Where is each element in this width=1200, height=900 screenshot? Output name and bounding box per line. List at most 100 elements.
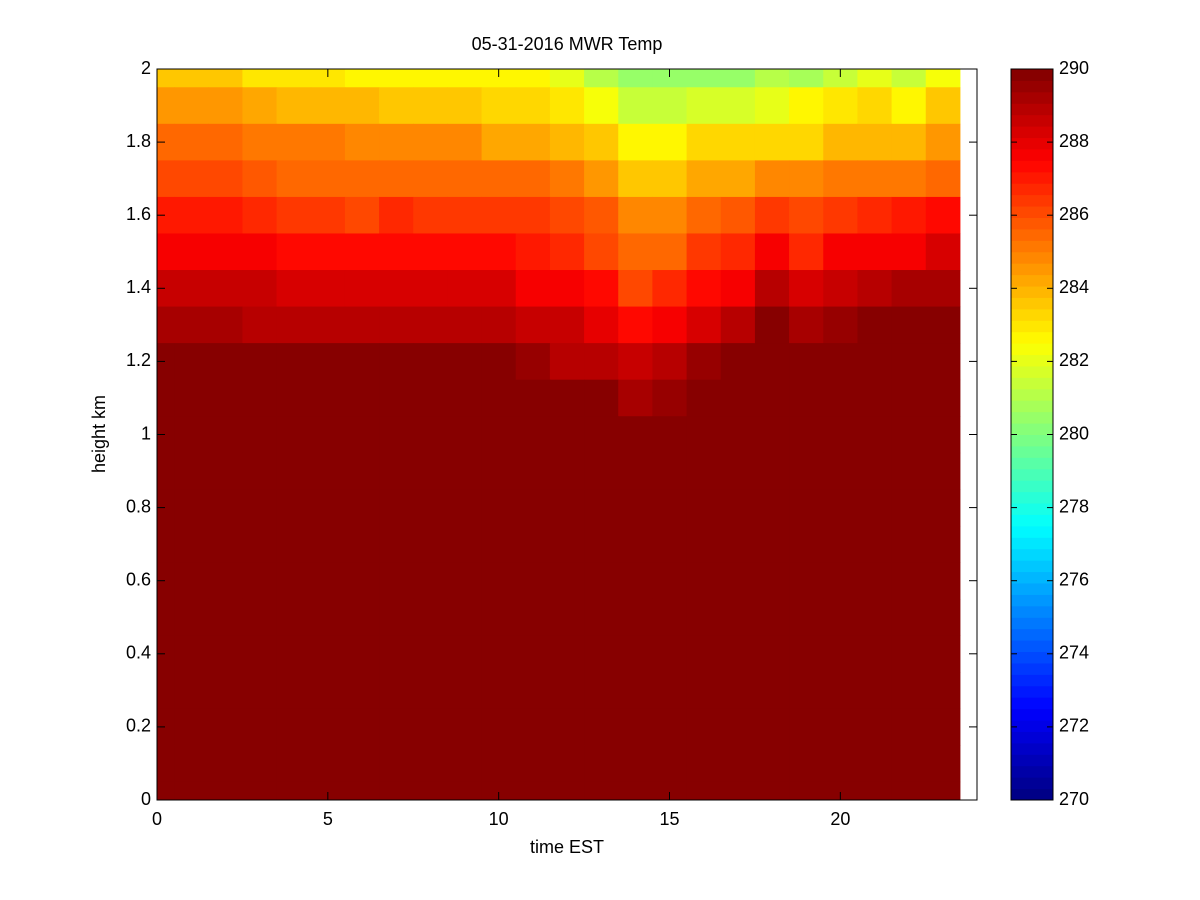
heat-cell bbox=[891, 672, 927, 710]
heat-cell bbox=[584, 672, 619, 710]
heat-cell bbox=[242, 123, 278, 161]
heat-cell bbox=[925, 343, 961, 381]
heat-cell bbox=[754, 781, 790, 801]
heat-cell bbox=[549, 635, 585, 673]
heat-cell bbox=[515, 69, 551, 88]
heat-cell bbox=[686, 635, 722, 673]
heat-cell bbox=[413, 343, 448, 381]
heat-cell bbox=[208, 306, 243, 344]
colorbar-band bbox=[1011, 777, 1053, 790]
y-tick-label: 2 bbox=[141, 58, 151, 78]
colorbar-band bbox=[1011, 148, 1053, 161]
heat-cell bbox=[379, 781, 414, 801]
heat-cell bbox=[754, 270, 790, 308]
heat-cell bbox=[584, 635, 619, 673]
colorbar-tick-label: 284 bbox=[1059, 277, 1089, 297]
heat-cell bbox=[720, 270, 756, 308]
heat-cell bbox=[549, 123, 585, 161]
heat-cell bbox=[549, 525, 585, 563]
heat-cell bbox=[549, 562, 585, 600]
colorbar-band bbox=[1011, 400, 1053, 413]
heat-cell bbox=[754, 87, 790, 125]
heat-cell bbox=[754, 416, 790, 454]
heat-cell bbox=[549, 452, 585, 490]
heat-cell bbox=[515, 745, 551, 783]
heat-cell bbox=[481, 745, 517, 783]
heat-cell bbox=[652, 672, 688, 710]
heat-cell bbox=[686, 525, 722, 563]
heat-cell bbox=[925, 69, 961, 88]
heat-cell bbox=[515, 196, 551, 234]
heat-cell bbox=[584, 708, 619, 746]
heat-cell bbox=[413, 489, 448, 527]
heat-cell bbox=[310, 160, 346, 198]
colorbar-band bbox=[1011, 354, 1053, 367]
heat-cell bbox=[481, 343, 517, 381]
heat-cell bbox=[174, 87, 209, 125]
heat-cell bbox=[549, 416, 585, 454]
heat-cell bbox=[208, 270, 243, 308]
heat-cell bbox=[686, 306, 722, 344]
heat-cell bbox=[157, 69, 175, 88]
heat-cell bbox=[652, 343, 688, 381]
heat-cell bbox=[242, 452, 278, 490]
heat-cell bbox=[208, 69, 243, 88]
heat-cell bbox=[823, 233, 858, 271]
heat-cell bbox=[515, 525, 551, 563]
heat-cell bbox=[789, 525, 824, 563]
heat-cell bbox=[823, 708, 858, 746]
heat-cell bbox=[823, 452, 858, 490]
heat-cell bbox=[157, 708, 175, 746]
colorbar-band bbox=[1011, 445, 1053, 458]
heat-cell bbox=[584, 562, 619, 600]
heat-cell bbox=[720, 598, 756, 637]
heat-cell bbox=[174, 123, 209, 161]
heat-cell bbox=[549, 781, 585, 801]
heat-cell bbox=[618, 343, 653, 381]
heat-cell bbox=[208, 745, 243, 783]
heat-cell bbox=[157, 87, 175, 125]
heat-cell bbox=[549, 708, 585, 746]
colorbar-band bbox=[1011, 171, 1053, 184]
y-tick-label: 0.8 bbox=[126, 496, 151, 516]
heat-cell bbox=[754, 672, 790, 710]
heat-cell bbox=[174, 306, 209, 344]
heat-cell bbox=[925, 708, 961, 746]
heat-cell bbox=[686, 598, 722, 637]
colorbar-tick-label: 290 bbox=[1059, 58, 1089, 78]
heat-cell bbox=[208, 87, 243, 125]
heat-cell bbox=[823, 562, 858, 600]
heat-cell bbox=[413, 87, 448, 125]
y-tick-label: 1.4 bbox=[126, 277, 151, 297]
colorbar-band bbox=[1011, 103, 1053, 116]
heat-cell bbox=[925, 745, 961, 783]
heat-cell bbox=[276, 416, 312, 454]
heat-cell bbox=[857, 233, 893, 271]
heat-cell bbox=[310, 416, 346, 454]
heat-cell bbox=[857, 525, 893, 563]
heat-cell bbox=[754, 598, 790, 637]
heat-cell bbox=[447, 379, 483, 417]
heat-cell bbox=[549, 196, 585, 234]
heat-cell bbox=[379, 343, 414, 381]
heat-cell bbox=[310, 343, 346, 381]
colorbar-band bbox=[1011, 640, 1053, 653]
heat-cell bbox=[925, 562, 961, 600]
heat-cell bbox=[447, 562, 483, 600]
heat-cell bbox=[157, 672, 175, 710]
heat-cell bbox=[242, 270, 278, 308]
heat-cell bbox=[413, 562, 448, 600]
heat-cell bbox=[242, 708, 278, 746]
heat-cell bbox=[925, 306, 961, 344]
y-tick-label: 0 bbox=[141, 789, 151, 809]
heat-cell bbox=[157, 635, 175, 673]
heat-cell bbox=[754, 489, 790, 527]
heat-cell bbox=[515, 233, 551, 271]
heat-cell bbox=[720, 379, 756, 417]
heat-cell bbox=[789, 343, 824, 381]
heat-cell bbox=[447, 123, 483, 161]
heat-cell bbox=[174, 745, 209, 783]
heat-cell bbox=[584, 525, 619, 563]
heat-cell bbox=[242, 745, 278, 783]
heat-cell bbox=[208, 160, 243, 198]
